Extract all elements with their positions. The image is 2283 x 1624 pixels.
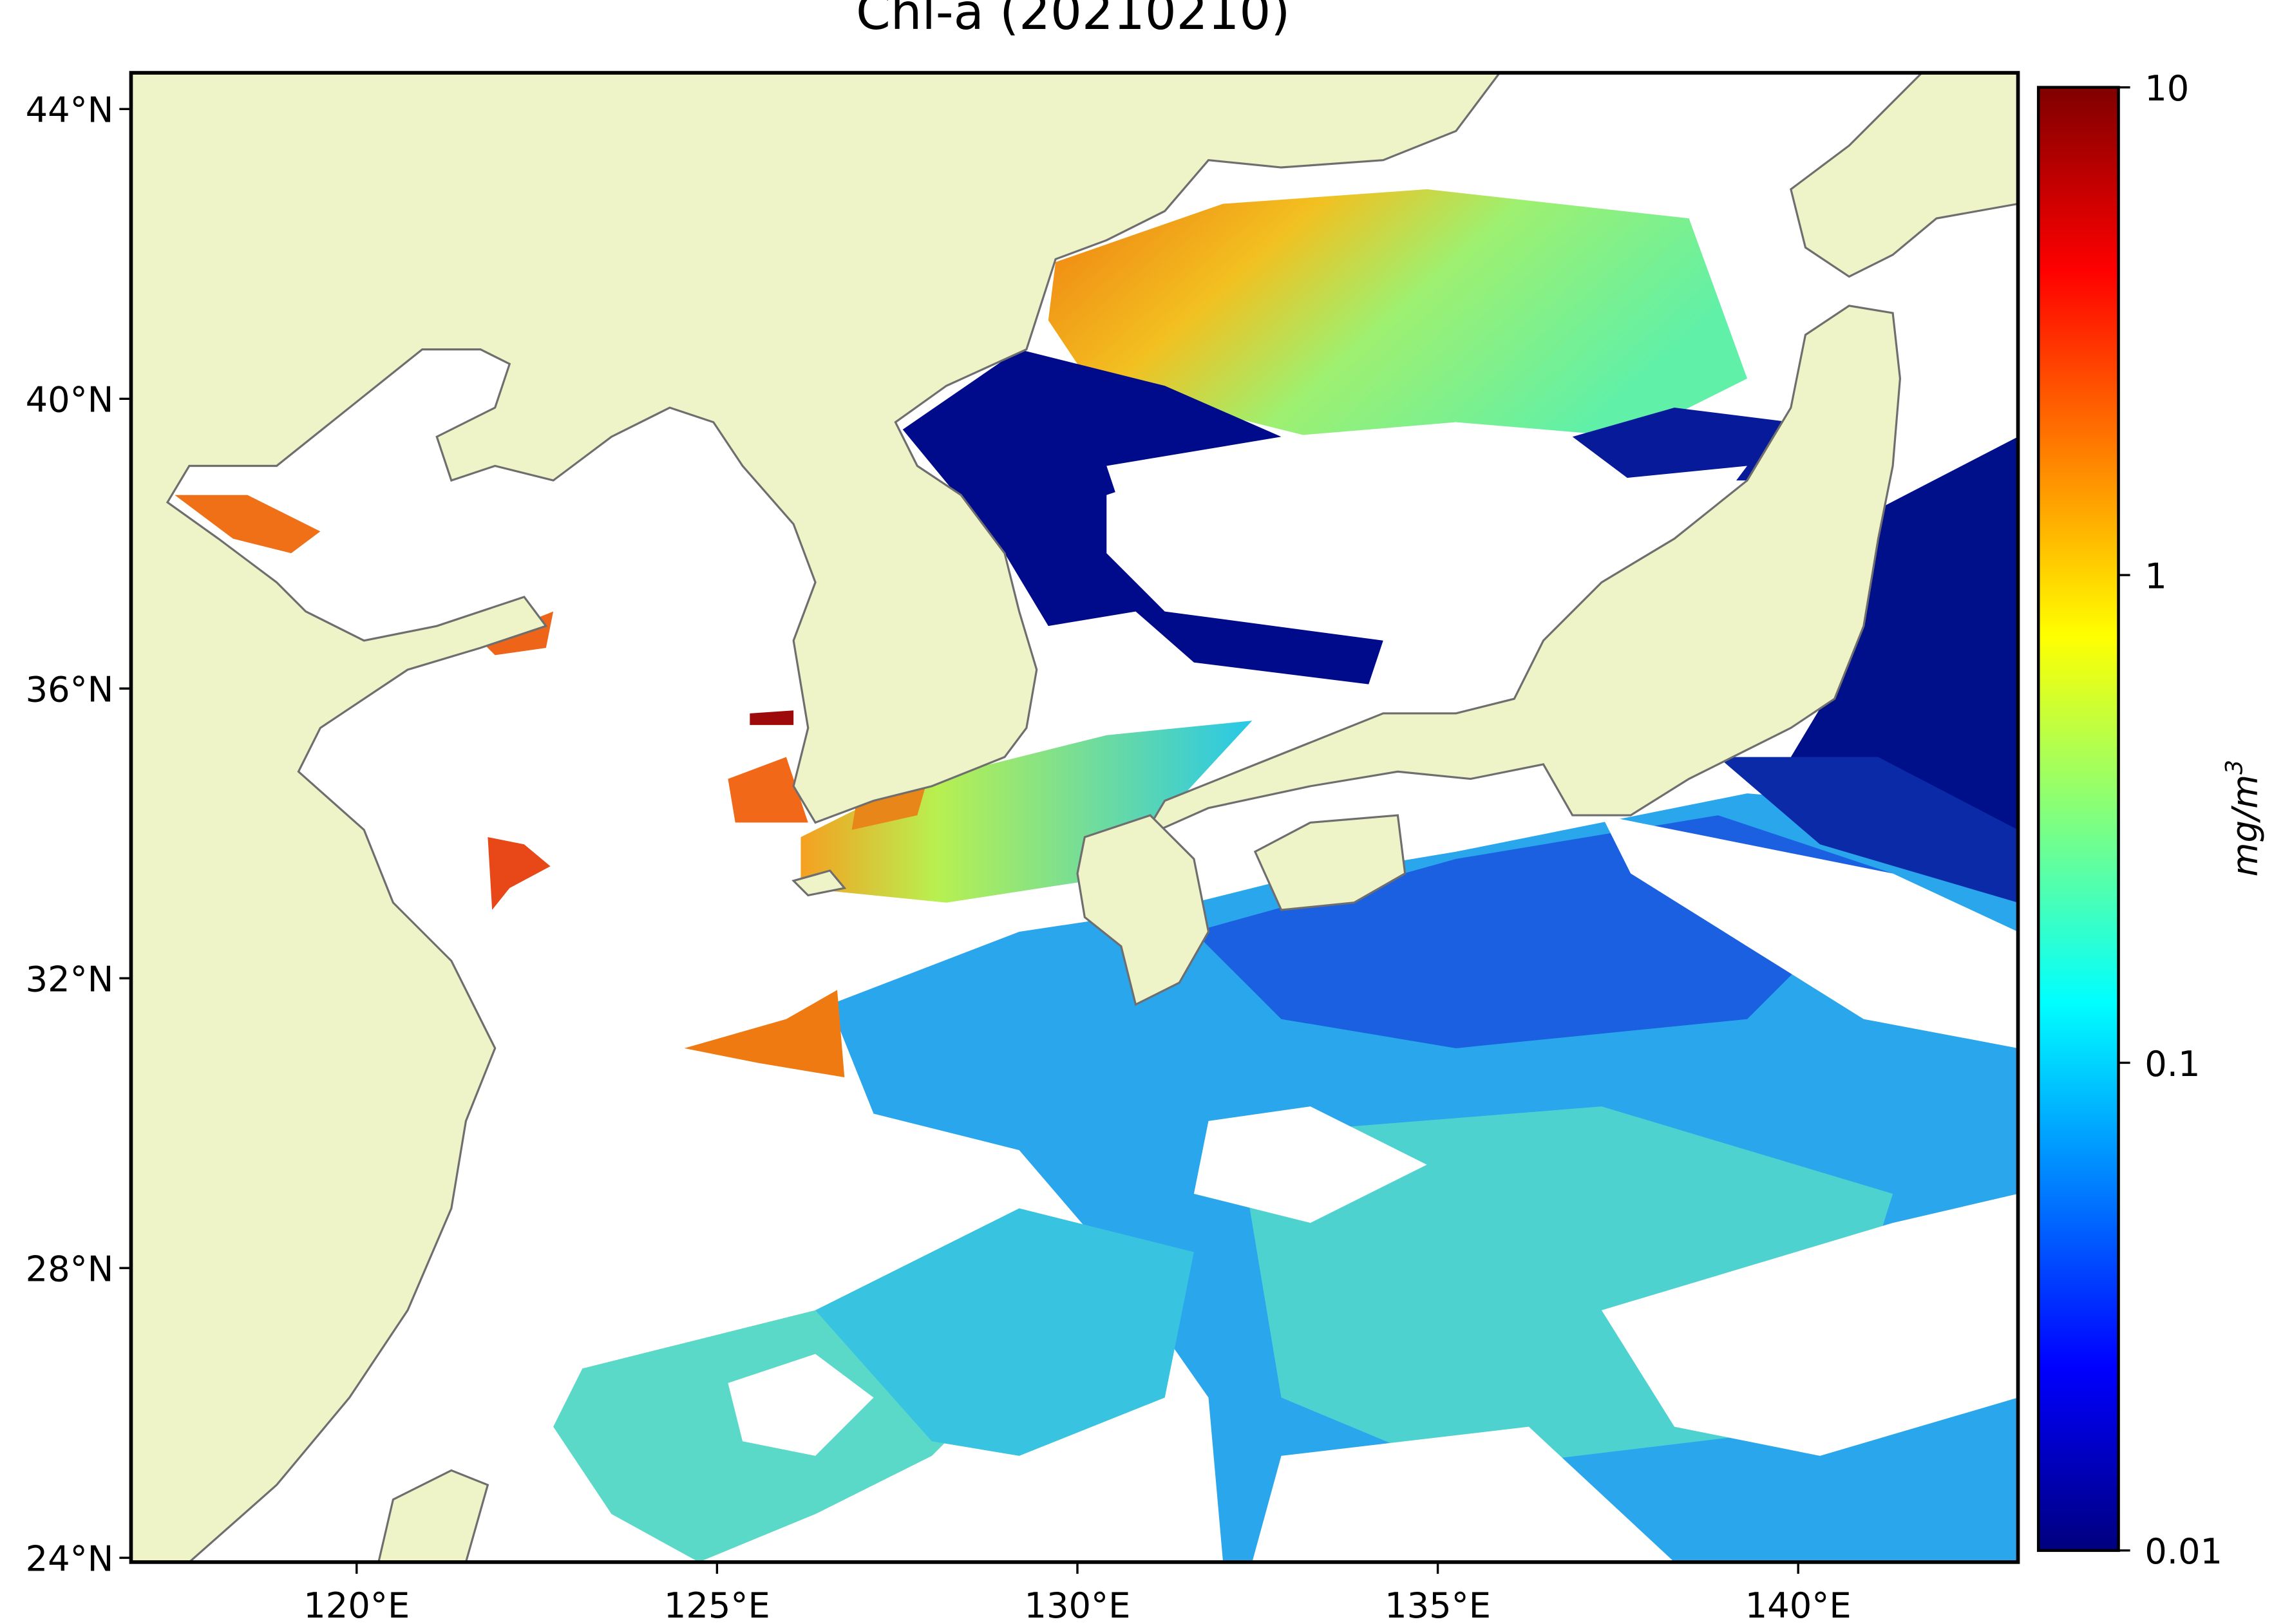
cloud xyxy=(1601,815,2018,1048)
chl-field xyxy=(175,189,2018,1562)
x-tick-label: 125°E xyxy=(664,1585,770,1624)
cloud xyxy=(1106,422,1748,641)
colorbar xyxy=(2036,86,2120,1553)
taiwan xyxy=(377,1469,489,1562)
colorbar-tick-label: 1 xyxy=(2145,556,2167,596)
chl-patch xyxy=(728,757,808,823)
chart-title: Chl-a (20210210) xyxy=(856,0,1290,41)
hokkaido xyxy=(1790,73,2018,278)
x-tick-label: 130°E xyxy=(1025,1585,1131,1624)
colorbar-label: mg/m3 xyxy=(2221,760,2266,876)
x-tick-label: 140°E xyxy=(1745,1585,1852,1624)
axes: 120°E 125°E 130°E 135°E 140°E 24°N 28°N 32°N 36°… xyxy=(26,68,2222,1624)
chl-patch xyxy=(1572,408,1791,481)
map-frame xyxy=(129,71,2020,1564)
jeju xyxy=(791,869,847,897)
cloud xyxy=(1252,1426,1674,1562)
colorbar-tick-label: 0.1 xyxy=(2145,1044,2200,1084)
chl-patch xyxy=(684,990,845,1078)
honshu xyxy=(1140,305,1901,840)
shikoku xyxy=(1253,814,1407,911)
y-tick-label: 44°N xyxy=(26,90,114,131)
cloud xyxy=(1601,1193,2018,1456)
x-tick-label: 120°E xyxy=(303,1585,410,1624)
chl-patch xyxy=(902,349,1383,685)
chl-patch xyxy=(1718,757,2018,903)
colorbar-label-base: mg/m xyxy=(2224,775,2265,876)
mainland xyxy=(131,73,1501,1562)
chl-patch xyxy=(175,495,321,554)
colorbar-label-exponent: 3 xyxy=(2221,760,2248,775)
y-tick-label: 24°N xyxy=(26,1538,114,1579)
cloud xyxy=(1034,611,1194,735)
y-tick-label: 32°N xyxy=(26,959,114,1000)
chl-patch xyxy=(815,1208,1194,1456)
colorbar-tick-label: 0.01 xyxy=(2145,1531,2222,1572)
kyushu xyxy=(1076,814,1210,1006)
chl-patch xyxy=(1048,189,1748,437)
map xyxy=(131,73,2018,1562)
chl-patch xyxy=(488,836,551,911)
cloud xyxy=(728,1354,874,1456)
y-tick-label: 28°N xyxy=(26,1249,114,1290)
y-tick-label: 40°N xyxy=(26,380,114,420)
colorbar-tick-label: 10 xyxy=(2145,68,2189,109)
chl-patch xyxy=(750,710,794,725)
x-tick-label: 135°E xyxy=(1385,1585,1491,1624)
y-tick-label: 36°N xyxy=(26,670,114,710)
